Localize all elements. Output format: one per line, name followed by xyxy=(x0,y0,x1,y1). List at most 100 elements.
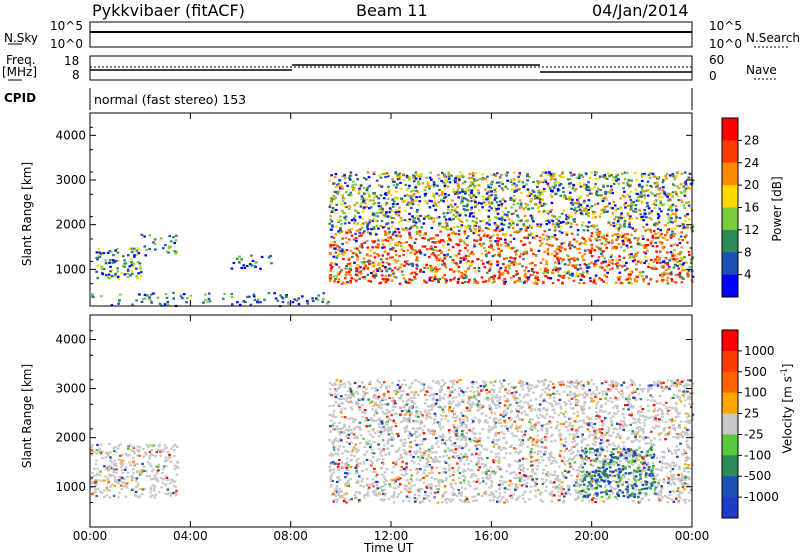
power-cell xyxy=(361,224,364,226)
power-cell xyxy=(384,233,387,235)
power-cell xyxy=(330,229,333,231)
velocity-cell xyxy=(155,451,158,453)
velocity-cell xyxy=(564,470,567,472)
power-cell xyxy=(508,218,511,220)
power-cell xyxy=(486,272,489,274)
power-cell xyxy=(633,201,636,203)
power-cell xyxy=(588,221,591,223)
power-cell xyxy=(520,203,523,205)
velocity-cell xyxy=(664,434,667,436)
power-cell xyxy=(629,215,632,217)
power-cell xyxy=(587,229,590,231)
power-cell xyxy=(646,202,649,204)
velocity-cell xyxy=(562,501,565,503)
velocity-cell xyxy=(109,475,112,477)
power-cell xyxy=(429,277,432,279)
power-cell xyxy=(358,189,361,191)
power-cell xyxy=(502,279,505,281)
velocity-cell xyxy=(539,403,542,405)
power-cell xyxy=(355,174,358,176)
power-cell xyxy=(417,182,420,184)
velocity-cell xyxy=(336,485,339,487)
power-cell xyxy=(445,196,448,198)
power-cell xyxy=(606,235,609,237)
power-cell xyxy=(384,176,387,178)
power-cell xyxy=(674,213,677,215)
power-cell xyxy=(626,278,629,280)
velocity-cell xyxy=(148,455,151,457)
power-cell xyxy=(488,218,491,220)
power-cell xyxy=(494,240,497,242)
power-cell xyxy=(487,184,490,186)
power-cell xyxy=(630,283,633,285)
power-cell xyxy=(117,270,120,272)
power-cell xyxy=(436,217,439,219)
power-cell xyxy=(464,209,467,211)
power-cell xyxy=(377,239,380,241)
velocity-cell xyxy=(416,444,419,446)
velocity-cell xyxy=(411,391,414,393)
power-cell xyxy=(453,191,456,193)
power-cell xyxy=(513,178,516,180)
velocity-cell xyxy=(150,478,153,480)
power-cell xyxy=(596,234,599,236)
velocity-cell xyxy=(430,408,433,410)
power-cell xyxy=(432,193,435,195)
power-cell xyxy=(670,236,673,238)
power-cell xyxy=(416,265,419,267)
power-cell xyxy=(478,227,481,229)
velocity-cell xyxy=(460,495,463,497)
power-cell xyxy=(445,267,448,269)
velocity-cell xyxy=(403,417,406,419)
velocity-cell xyxy=(124,469,127,471)
power-cell xyxy=(611,263,614,265)
velocity-cell xyxy=(337,463,340,465)
power-cell xyxy=(437,254,440,256)
power-cell xyxy=(687,226,690,228)
power-cell xyxy=(557,188,560,190)
velocity-cell xyxy=(528,390,531,392)
velocity-cell xyxy=(507,430,510,432)
power-cell xyxy=(675,205,678,207)
velocity-cell xyxy=(612,443,615,445)
power-cell xyxy=(530,198,533,200)
power-cell xyxy=(531,262,534,264)
power-cell xyxy=(139,265,142,267)
nsky-panel xyxy=(90,22,692,47)
power-cell xyxy=(441,226,444,228)
velocity-cell xyxy=(526,482,529,484)
power-cell xyxy=(561,171,564,173)
power-cell xyxy=(681,266,684,268)
power-cell xyxy=(423,222,426,224)
power-cell xyxy=(361,261,364,263)
power-cell xyxy=(611,207,614,209)
velocity-cell xyxy=(133,452,136,454)
velocity-cell xyxy=(390,414,393,416)
power-cell xyxy=(520,206,523,208)
power-cell xyxy=(604,257,607,259)
velocity-cell xyxy=(429,395,432,397)
power-cell xyxy=(344,205,347,207)
velocity-cell xyxy=(130,449,133,451)
velocity-cell xyxy=(639,415,642,417)
power-cell xyxy=(141,234,144,236)
power-cell xyxy=(454,208,457,210)
power-cell xyxy=(463,205,466,207)
velocity-cell xyxy=(138,451,141,453)
power-cell xyxy=(454,203,457,205)
power-cell xyxy=(663,260,666,262)
power-cell xyxy=(434,246,437,248)
power-cell xyxy=(615,173,618,175)
power-cell xyxy=(628,282,631,284)
power-cell xyxy=(686,213,689,215)
power-cell xyxy=(387,237,390,239)
power-cell xyxy=(590,235,593,237)
power-cell xyxy=(317,294,320,296)
power-cell xyxy=(628,218,631,220)
power-cell xyxy=(481,252,484,254)
velocity-cell xyxy=(383,381,386,383)
velocity-cell xyxy=(521,419,524,421)
power-cell xyxy=(373,228,376,230)
power-cell xyxy=(343,198,346,200)
power-cell xyxy=(618,255,621,257)
